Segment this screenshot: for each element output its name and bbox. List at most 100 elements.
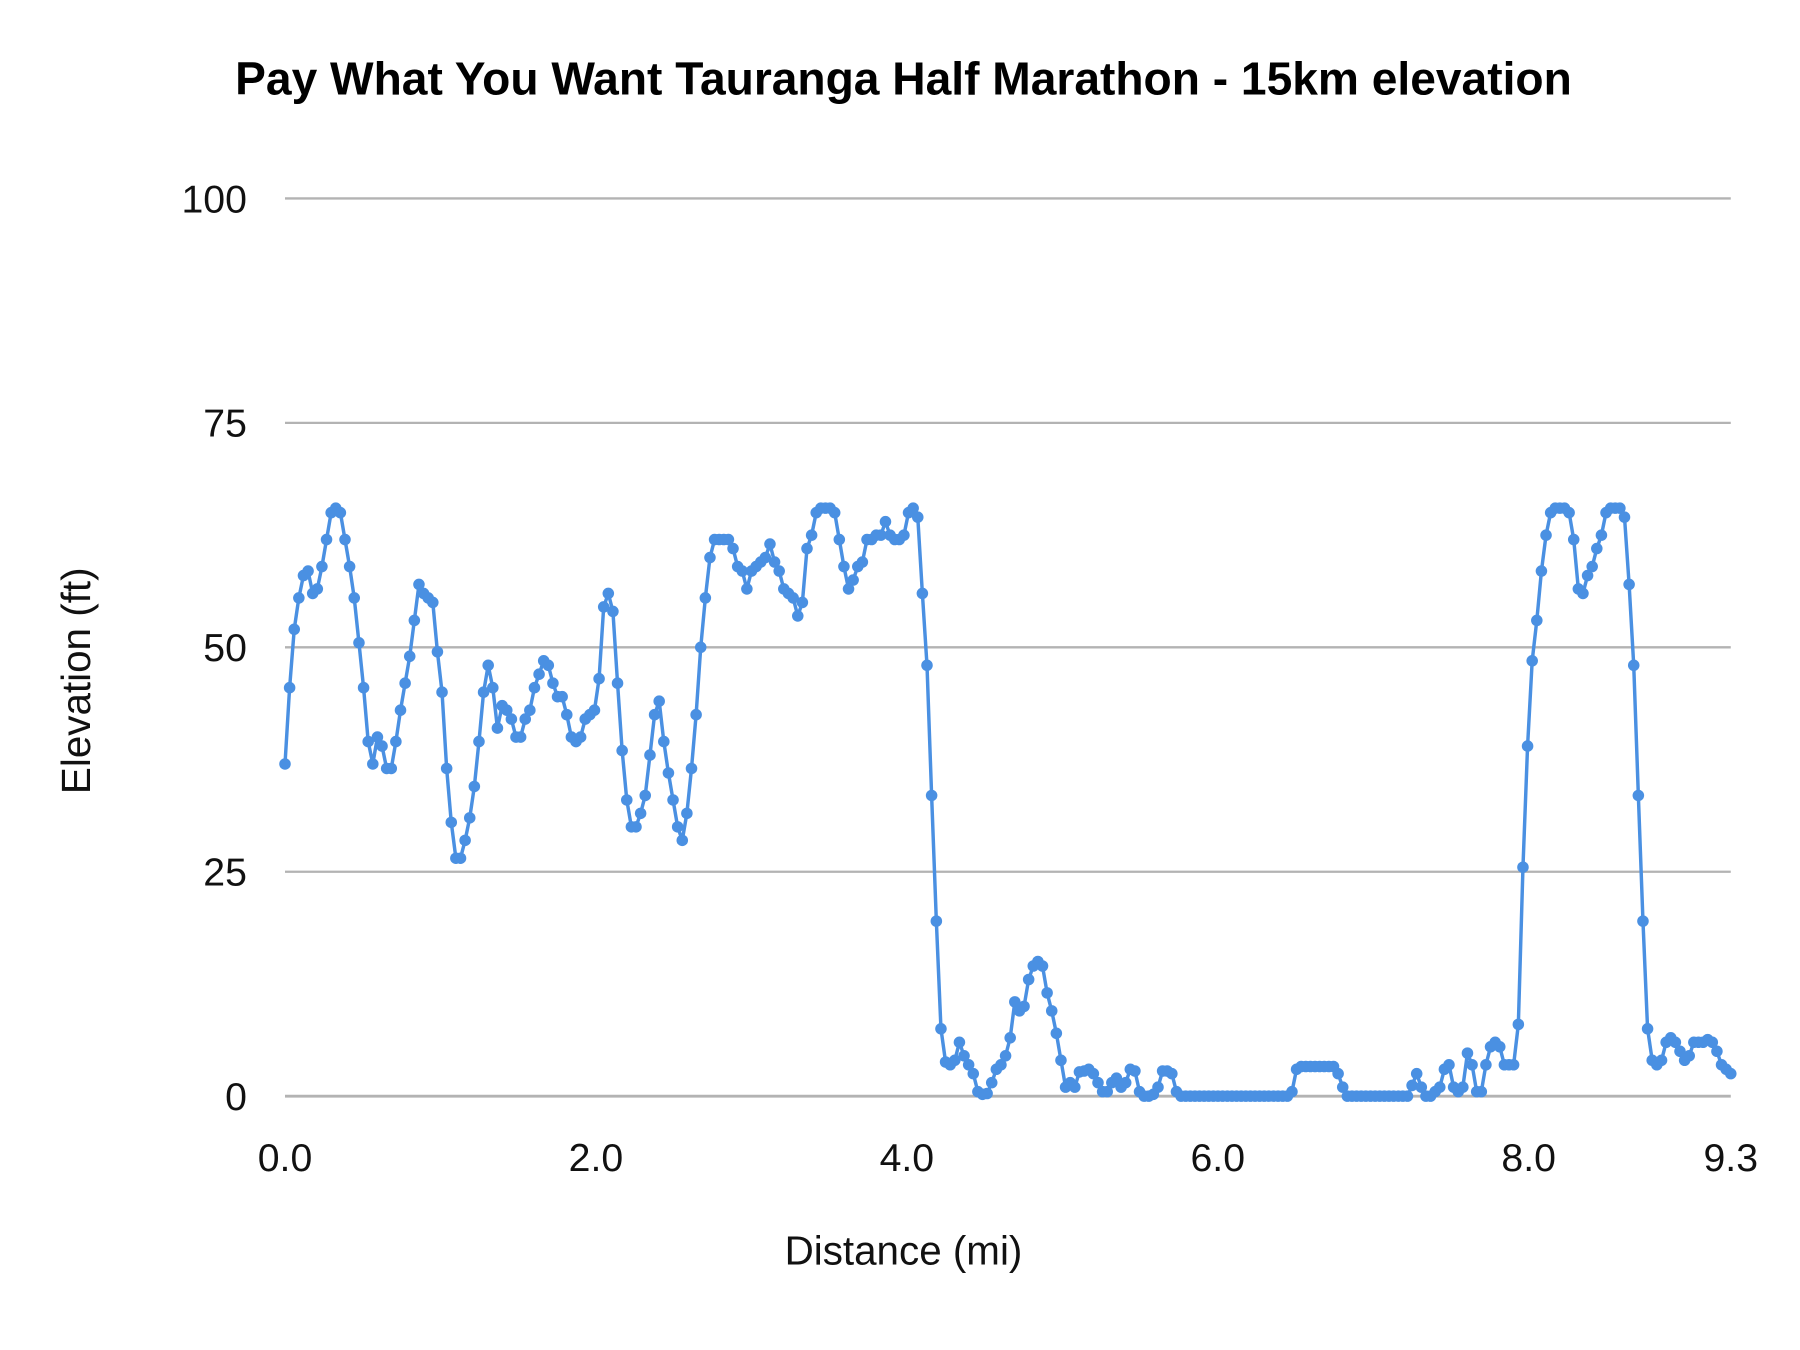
data-point [408,614,421,627]
data-point [399,677,411,689]
data-point [371,731,384,743]
data-point [524,704,536,716]
data-point [1466,1059,1478,1071]
data-point [630,821,642,833]
y-tick-label: 0 [225,1075,247,1119]
data-point [431,646,444,658]
data-point [445,816,458,829]
data-point [353,637,365,649]
data-point [519,713,531,725]
data-point [634,807,647,820]
data-point [1152,1081,1164,1093]
data-point [362,735,374,748]
x-tick-label: 0.0 [258,1136,313,1180]
data-point [1531,614,1543,627]
data-point [1443,1059,1455,1071]
data-point [1434,1081,1446,1093]
data-point [343,560,356,573]
data-point [671,821,684,833]
data-point [293,592,305,604]
data-point [958,1050,970,1062]
data-point [320,533,333,546]
data-point [1567,533,1580,546]
data-point [593,672,605,685]
data-point [533,668,545,680]
data-point [339,533,351,546]
data-point [1563,506,1575,519]
data-point [1632,789,1645,802]
data-point [879,515,892,528]
data-point [1022,973,1035,986]
data-point [1581,569,1594,582]
data-point [667,794,679,806]
data-point [514,731,527,743]
data-point [842,583,855,595]
data-point [482,659,494,672]
data-point [390,735,402,748]
data-point [787,592,799,604]
data-point [685,762,698,775]
data-point [925,789,938,802]
data-point [1092,1076,1104,1089]
data-point [981,1087,993,1100]
data-point [316,560,328,573]
data-point [611,677,624,689]
data-point [561,708,573,721]
data-point [907,502,919,514]
data-point [1129,1065,1141,1077]
data-point [1512,1018,1525,1031]
data-point [597,601,610,613]
data-point [658,735,670,748]
data-point [1526,655,1538,667]
data-point [1669,1036,1682,1049]
data-point [357,681,370,694]
data-point [1406,1079,1418,1092]
data-point [302,565,314,577]
data-point [607,605,619,618]
data-point [930,915,943,927]
data-point [828,506,841,519]
data-point [704,551,716,564]
data-point [1401,1090,1414,1102]
data-point [1336,1081,1349,1093]
data-point [602,587,615,600]
data-point [1517,861,1529,873]
data-point [547,677,559,689]
data-point [768,556,781,568]
data-point [644,749,656,761]
data-point [487,681,499,694]
data-point [1009,996,1021,1008]
data-point [741,583,753,595]
data-point [722,533,735,546]
data-point [1036,960,1049,972]
data-point [681,807,693,820]
data-point [334,506,347,519]
data-point [847,574,859,586]
x-axis-title: Distance (mi) [785,1228,1023,1274]
data-point [690,708,702,721]
data-point [916,587,929,600]
data-point [1110,1072,1123,1084]
data-point [1018,1000,1030,1013]
x-tick-label: 2.0 [569,1136,624,1180]
data-point [1286,1085,1298,1098]
data-point [1586,560,1598,573]
data-point [1674,1045,1686,1058]
data-point [288,623,300,636]
data-point [588,704,601,716]
data-point [468,780,481,793]
data-point [1614,502,1626,514]
data-point [985,1076,998,1089]
data-point [1332,1067,1344,1080]
data-point [311,583,324,595]
x-tick-labels: 0.0 2.0 4.0 6.0 8.0 9.3 [258,1136,1758,1180]
data-point [1087,1067,1100,1080]
data-point [616,744,628,757]
data-point [528,681,541,694]
data-point [542,659,555,672]
data-point [436,686,448,698]
data-point [653,695,665,707]
data-point [1475,1085,1488,1098]
data-point [454,852,467,864]
